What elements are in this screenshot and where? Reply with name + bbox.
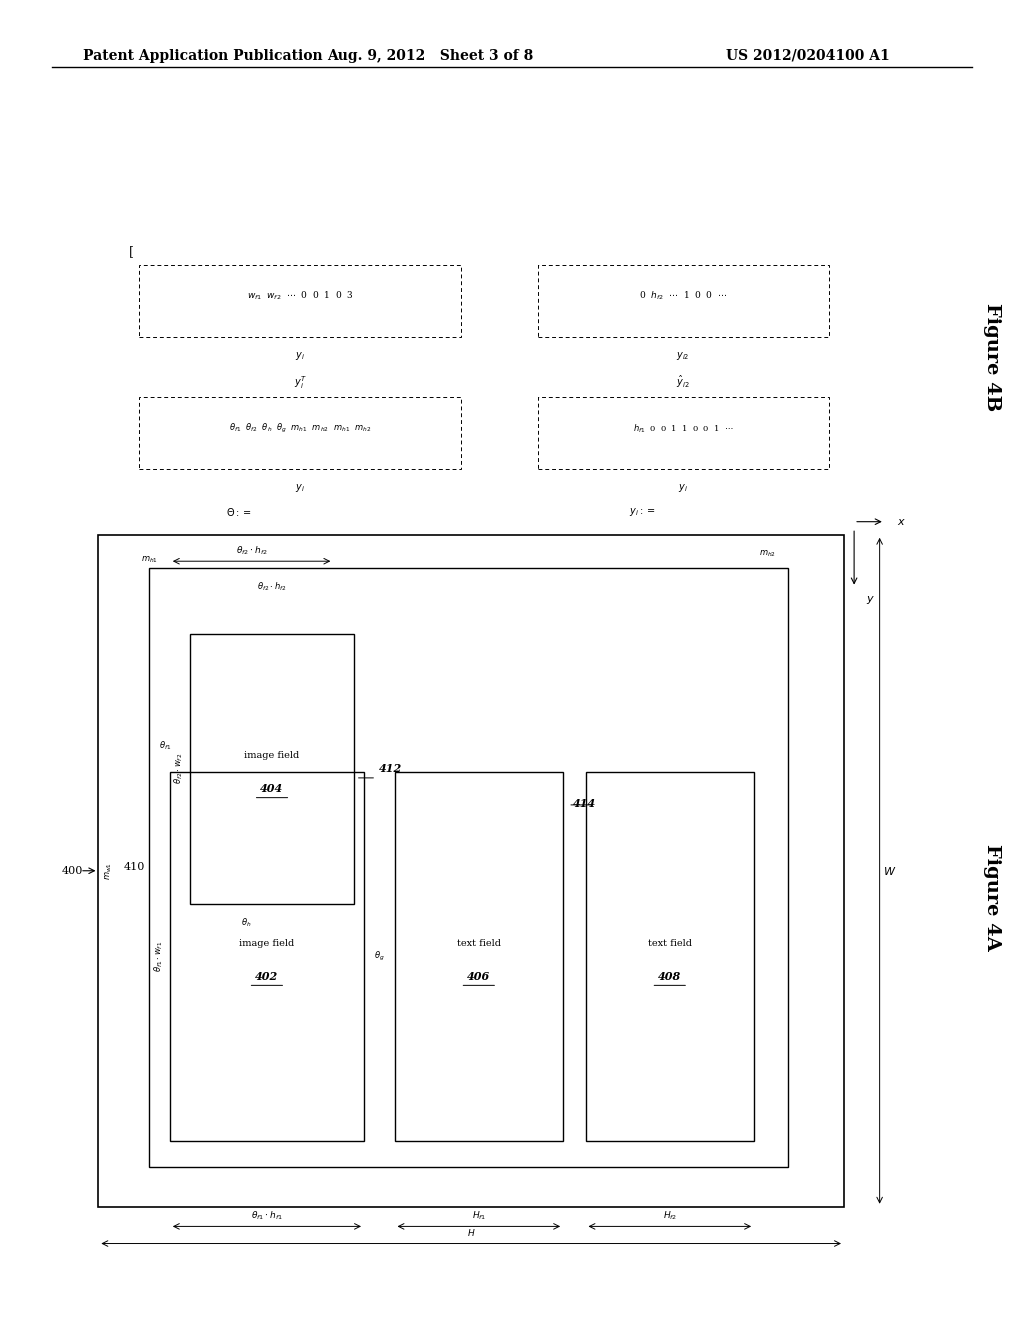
Text: 408: 408 <box>658 970 681 982</box>
Text: $\Theta :=$: $\Theta :=$ <box>226 506 252 517</box>
Text: $H_{f2}$: $H_{f2}$ <box>663 1209 677 1222</box>
Text: $H$: $H$ <box>467 1228 475 1238</box>
Text: 414: 414 <box>573 799 597 809</box>
Text: text field: text field <box>648 939 692 948</box>
Text: $m_{h2}$: $m_{h2}$ <box>759 548 776 558</box>
Text: $y_i$: $y_i$ <box>295 482 305 494</box>
Text: US 2012/0204100 A1: US 2012/0204100 A1 <box>726 49 890 63</box>
Text: $m_{h1}$: $m_{h1}$ <box>141 554 158 565</box>
Text: image field: image field <box>240 939 295 948</box>
Text: $\theta_{f1} \cdot w_{f1}$: $\theta_{f1} \cdot w_{f1}$ <box>153 941 165 972</box>
Text: 0  $h_{f2}$  $\cdots$  1  0  0  $\cdots$: 0 $h_{f2}$ $\cdots$ 1 0 0 $\cdots$ <box>639 289 727 302</box>
Text: $y_i$: $y_i$ <box>295 350 305 363</box>
Text: Figure 4B: Figure 4B <box>983 302 1001 411</box>
Text: [: [ <box>129 246 134 259</box>
Text: $\theta_{f2} \cdot h_{f2}$: $\theta_{f2} \cdot h_{f2}$ <box>236 544 267 557</box>
Text: 412: 412 <box>379 763 402 774</box>
Text: $\theta_{f1} \cdot h_{f1}$: $\theta_{f1} \cdot h_{f1}$ <box>251 1209 283 1222</box>
Text: 404: 404 <box>260 783 284 793</box>
Text: $\theta_g$: $\theta_g$ <box>374 950 384 962</box>
Text: $W$: $W$ <box>883 865 897 876</box>
Text: $\theta_{f2} \cdot w_{f2}$: $\theta_{f2} \cdot w_{f2}$ <box>173 754 185 784</box>
Text: 406: 406 <box>467 970 490 982</box>
Text: $y_i$: $y_i$ <box>678 482 688 494</box>
Text: $y_i :=$: $y_i :=$ <box>629 506 655 517</box>
Text: 402: 402 <box>255 970 279 982</box>
Text: $H_{f1}$: $H_{f1}$ <box>472 1209 486 1222</box>
Text: $y_i^T$: $y_i^T$ <box>294 374 306 391</box>
Text: image field: image field <box>245 751 300 760</box>
Text: $\theta_h$: $\theta_h$ <box>242 917 252 929</box>
Text: Patent Application Publication: Patent Application Publication <box>83 49 323 63</box>
Text: $y$: $y$ <box>866 594 876 606</box>
Text: $h_{f1}$  0  0  1  1  0  0  1  $\cdots$: $h_{f1}$ 0 0 1 1 0 0 1 $\cdots$ <box>633 422 733 436</box>
Text: $\theta_{f1}$: $\theta_{f1}$ <box>159 739 171 752</box>
Text: 410: 410 <box>124 862 144 873</box>
Text: $m_{w1}$: $m_{w1}$ <box>103 862 114 880</box>
Text: text field: text field <box>457 939 501 948</box>
Text: $w_{f1}$  $w_{f2}$  $\cdots$  0  0  1  0  3: $w_{f1}$ $w_{f2}$ $\cdots$ 0 0 1 0 3 <box>247 289 353 302</box>
Text: $y_{i2}$: $y_{i2}$ <box>676 350 690 363</box>
Text: Aug. 9, 2012   Sheet 3 of 8: Aug. 9, 2012 Sheet 3 of 8 <box>328 49 534 63</box>
Text: 400: 400 <box>62 866 84 875</box>
Text: $x$: $x$ <box>897 516 906 527</box>
Text: $\theta_{f1}$  $\theta_{f2}$  $\theta_h$  $\theta_g$  $m_{h1}$  $m_{h2}$  $m_{h1: $\theta_{f1}$ $\theta_{f2}$ $\theta_h$ $… <box>229 422 372 436</box>
Text: $\hat{y}_{i2}$: $\hat{y}_{i2}$ <box>676 374 690 391</box>
Text: Figure 4A: Figure 4A <box>983 843 1001 950</box>
Text: $\theta_{f2} \cdot h_{f2}$: $\theta_{f2} \cdot h_{f2}$ <box>257 581 287 594</box>
